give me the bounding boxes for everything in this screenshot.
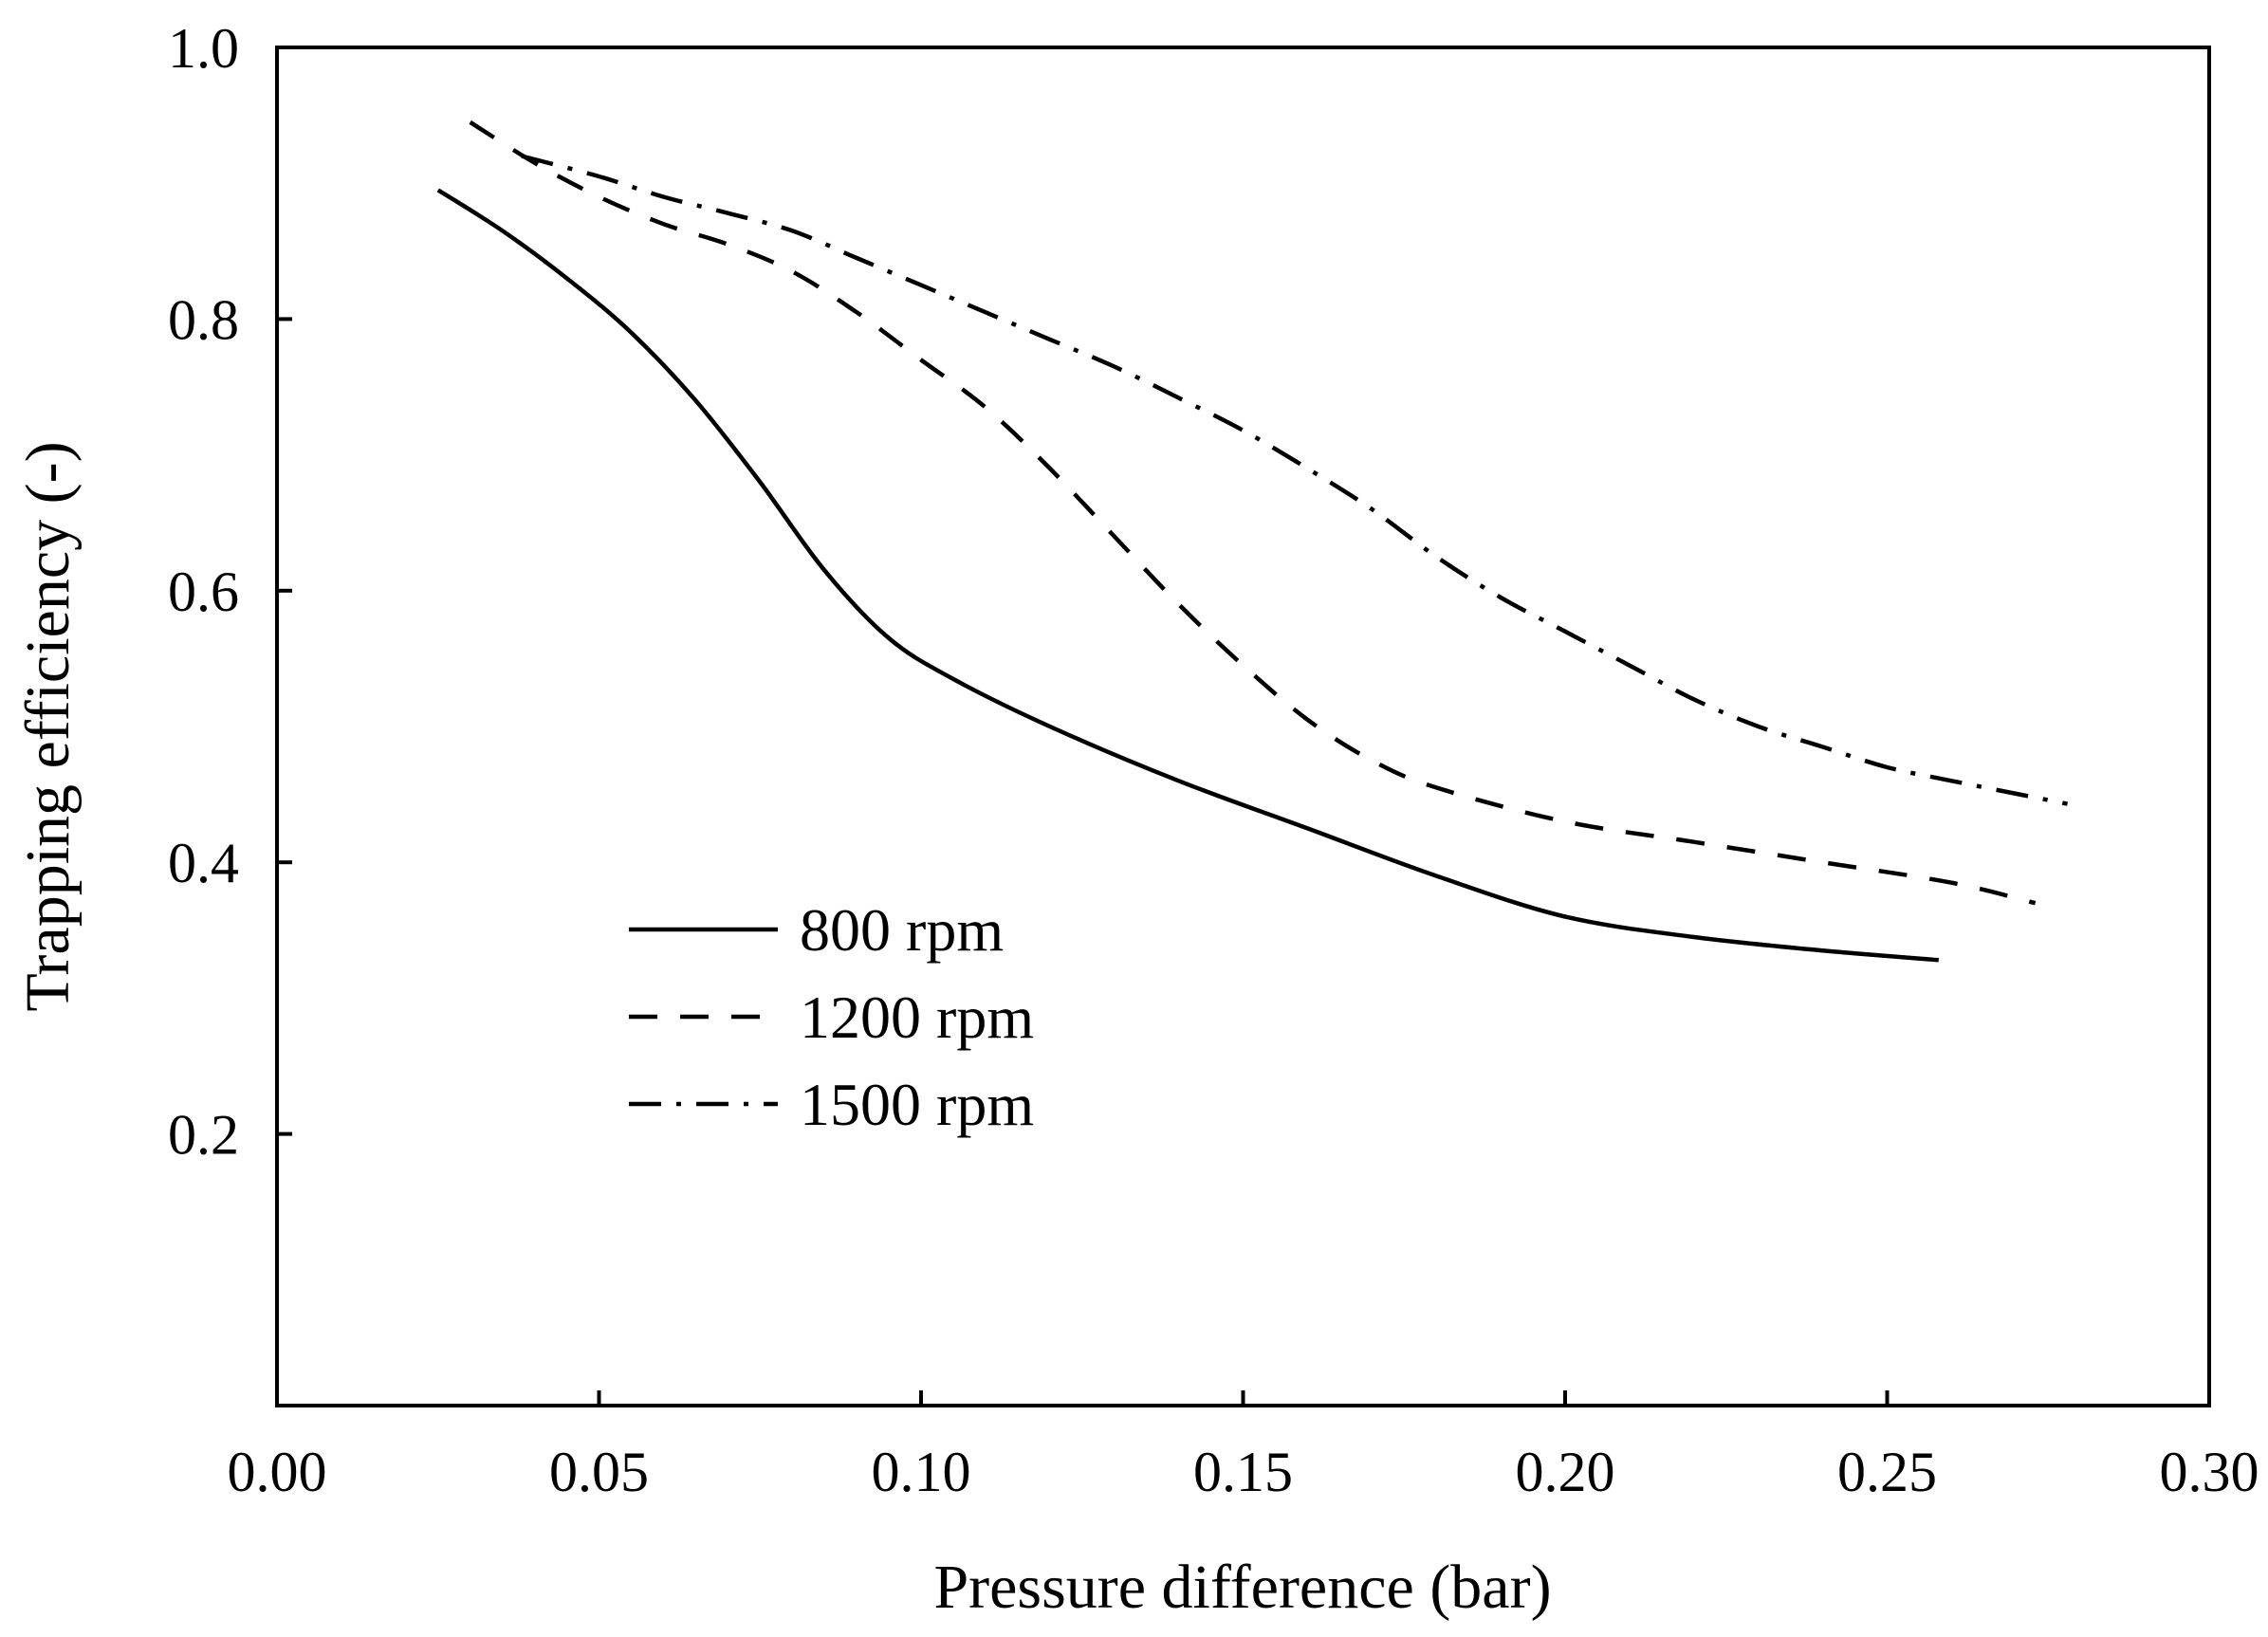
legend-label-800-rpm: 800 rpm <box>800 896 1004 964</box>
y-tick-label: 1.0 <box>168 17 239 80</box>
y-tick-label: 0.4 <box>168 832 239 894</box>
series-lines <box>436 120 2069 963</box>
y-tick-label: 0.8 <box>168 288 239 351</box>
x-tick-label: 0.25 <box>1837 1441 1937 1503</box>
legend-label-1200-rpm: 1200 rpm <box>800 984 1034 1051</box>
x-tick-label: 0.15 <box>1193 1441 1293 1503</box>
y-tick-label: 0.6 <box>168 561 239 623</box>
series-line-800-rpm <box>436 188 1939 963</box>
y-tick-label: 0.2 <box>168 1104 239 1167</box>
legend-label-1500-rpm: 1500 rpm <box>800 1071 1034 1138</box>
y-axis-ticks <box>277 46 292 1136</box>
x-tick-label: 0.30 <box>2160 1441 2259 1503</box>
x-tick-label: 0.05 <box>549 1441 649 1503</box>
x-tick-label: 0.10 <box>872 1441 971 1503</box>
x-axis-title: Pressure difference (bar) <box>933 1553 1551 1622</box>
x-tick-label: 0.20 <box>1516 1441 1615 1503</box>
y-axis-title: Trapping efficiency (-) <box>13 441 83 1011</box>
x-tick-label: 0.00 <box>228 1441 327 1503</box>
legend: 800 rpm 1200 rpm 1500 rpm <box>629 896 1034 1138</box>
x-axis-ticks <box>275 1390 2211 1406</box>
series-line-1200-rpm <box>469 120 2037 906</box>
series-line-1500-rpm <box>521 154 2069 806</box>
x-axis-tick-labels: 0.00 0.05 0.10 0.15 0.20 0.25 0.30 <box>228 1441 2259 1503</box>
y-axis-tick-labels: 0.2 0.4 0.6 0.8 1.0 <box>168 17 239 1167</box>
